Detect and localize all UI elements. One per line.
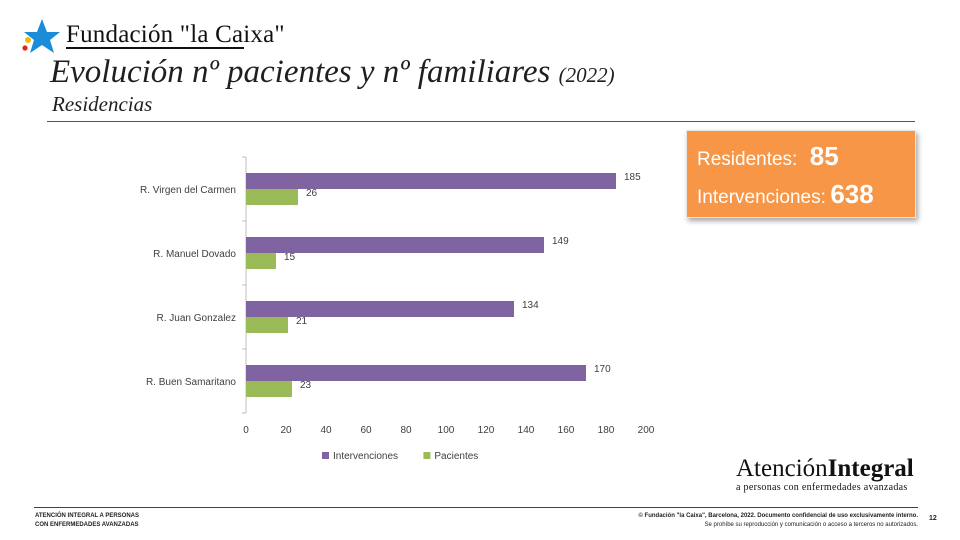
red-dot	[22, 45, 28, 51]
legend-label: Intervenciones	[333, 451, 398, 462]
intervenciones-value: 638	[830, 179, 874, 209]
footer-left: ATENCIÓN INTEGRAL A PERSONAS CON ENFERME…	[35, 512, 139, 530]
footer-copyright: © Fundación "la Caixa", Barcelona, 2022.…	[638, 513, 918, 519]
category-label: R. Manuel Dovado	[153, 249, 236, 260]
data-label: 26	[306, 188, 318, 199]
footer-divider	[34, 507, 918, 508]
legend-swatch	[423, 452, 431, 459]
bar-intervenciones	[246, 365, 586, 381]
residentes-row: Residentes: 85	[697, 141, 839, 172]
footer-left-line2: CON ENFERMEDADES AVANZADAS	[35, 522, 139, 528]
bar-pacientes	[246, 317, 288, 333]
footer-right: © Fundación "la Caixa", Barcelona, 2022.…	[638, 512, 918, 530]
data-label: 15	[284, 252, 296, 263]
x-tick-label: 120	[478, 425, 495, 436]
footer-disclaimer: Se prohíbe su reproducción y comunicació…	[704, 522, 918, 528]
title-divider	[47, 121, 915, 122]
logo-underline	[66, 47, 244, 49]
atencion-integral-tagline: a personas con enfermedades avanzadas	[736, 482, 908, 493]
bar-pacientes	[246, 381, 292, 397]
atencion-integral-logo: AtenciónIntegral a personas con enfermed…	[736, 455, 914, 493]
integral-word: Integral	[827, 455, 914, 482]
x-tick-label: 180	[598, 425, 615, 436]
data-label: 134	[522, 300, 539, 311]
data-label: 149	[552, 236, 569, 247]
intervenciones-label: Intervenciones:	[697, 187, 826, 208]
bar-intervenciones	[246, 301, 514, 317]
summary-box: Residentes: 85 Intervenciones: 638	[686, 130, 916, 218]
residentes-label: Residentes:	[697, 149, 798, 170]
footer-left-line1: ATENCIÓN INTEGRAL A PERSONAS	[35, 513, 140, 519]
x-tick-label: 200	[638, 425, 655, 436]
page-number: 12	[929, 515, 937, 522]
category-label: R. Virgen del Carmen	[140, 185, 236, 196]
x-tick-label: 140	[518, 425, 535, 436]
atencion-word: Atención	[736, 455, 828, 482]
x-tick-label: 60	[360, 425, 372, 436]
residentes-value: 85	[809, 141, 839, 171]
data-label: 170	[594, 364, 611, 375]
la-caixa-star-logo	[22, 19, 60, 53]
x-tick-label: 100	[438, 425, 455, 436]
data-label: 185	[624, 172, 641, 183]
page-title: Evolución nº pacientes y nº familiares (…	[50, 54, 615, 91]
title-year: (2022)	[558, 63, 615, 87]
yellow-dot	[25, 37, 31, 43]
x-tick-label: 160	[558, 425, 575, 436]
bar-pacientes	[246, 189, 298, 205]
logo-text: Fundación "la Caixa"	[66, 21, 285, 48]
x-tick-label: 80	[400, 425, 412, 436]
blue-star-shape	[24, 19, 60, 53]
x-tick-label: 0	[243, 425, 249, 436]
title-main: Evolución nº pacientes y nº familiares	[50, 54, 551, 90]
x-tick-label: 40	[320, 425, 332, 436]
legend-label: Pacientes	[434, 451, 478, 462]
bar-pacientes	[246, 253, 276, 269]
data-label: 23	[300, 380, 312, 391]
atencion-integral-wordmark: AtenciónIntegral	[736, 455, 914, 483]
data-label: 21	[296, 316, 308, 327]
intervenciones-row: Intervenciones: 638	[697, 179, 874, 210]
category-label: R. Juan Gonzalez	[157, 313, 237, 324]
page-subtitle: Residencias	[52, 92, 153, 116]
bar-intervenciones	[246, 173, 616, 189]
legend-swatch	[322, 452, 329, 459]
x-tick-label: 20	[280, 425, 292, 436]
category-label: R. Buen Samaritano	[146, 377, 236, 388]
bar-intervenciones	[246, 237, 544, 253]
